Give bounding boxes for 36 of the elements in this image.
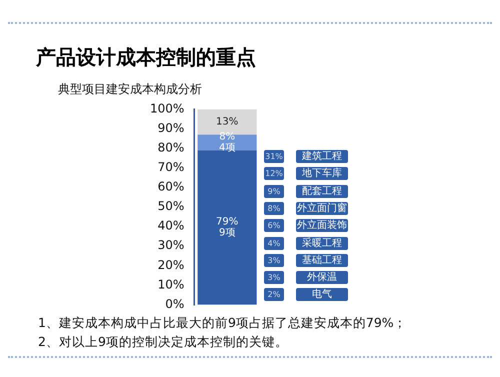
y-tick-label: 10% <box>158 277 184 292</box>
y-tick-label: 20% <box>158 258 184 272</box>
y-tick-label: 80% <box>158 140 184 154</box>
text: 6% <box>268 221 280 230</box>
data-label: 13% <box>216 116 238 128</box>
y-tick-label: 70% <box>158 160 184 174</box>
text: 31% <box>265 152 283 161</box>
category-label: 地下车库 <box>296 167 348 180</box>
text: 1、建安成本构成中占比最大的前9项占据了总建安成本的79%； <box>38 315 407 332</box>
y-tick-label: 50% <box>158 199 184 214</box>
y-tick-label: 30% <box>158 238 184 252</box>
category-label: 外立面门窗 <box>296 202 348 215</box>
category-label: 外保温 <box>296 271 348 284</box>
category-label: 电气 <box>296 288 348 302</box>
text: 4% <box>268 238 280 248</box>
bar <box>198 150 257 305</box>
y-tick-label: 60% <box>158 180 184 194</box>
y-tick-label: 100% <box>150 101 184 116</box>
text: 12% <box>265 169 283 178</box>
text: 8% <box>268 204 280 213</box>
text: 2、对以上9项的控制决定成本控制的关键。 <box>38 334 288 351</box>
category-label: 建筑工程 <box>296 150 348 163</box>
category-label: 配套工程 <box>296 184 348 198</box>
y-tick-label: 40% <box>158 218 184 233</box>
text: 3% <box>268 256 280 265</box>
text: 9% <box>268 186 280 196</box>
chart-subtitle: 典型项目建安成本构成分析 <box>58 81 202 98</box>
category-label: 采暖工程 <box>296 236 348 250</box>
category-label: 基础工程 <box>296 254 348 267</box>
text: 3% <box>268 273 280 282</box>
chart-title: 产品设计成本控制的重点 <box>36 44 256 71</box>
text: 2% <box>268 290 280 300</box>
data-label: 79% 9项 <box>216 216 238 239</box>
category-label: 外立面装饰 <box>296 219 348 232</box>
y-tick-label: 0% <box>165 296 184 311</box>
y-tick-label: 90% <box>158 120 184 135</box>
